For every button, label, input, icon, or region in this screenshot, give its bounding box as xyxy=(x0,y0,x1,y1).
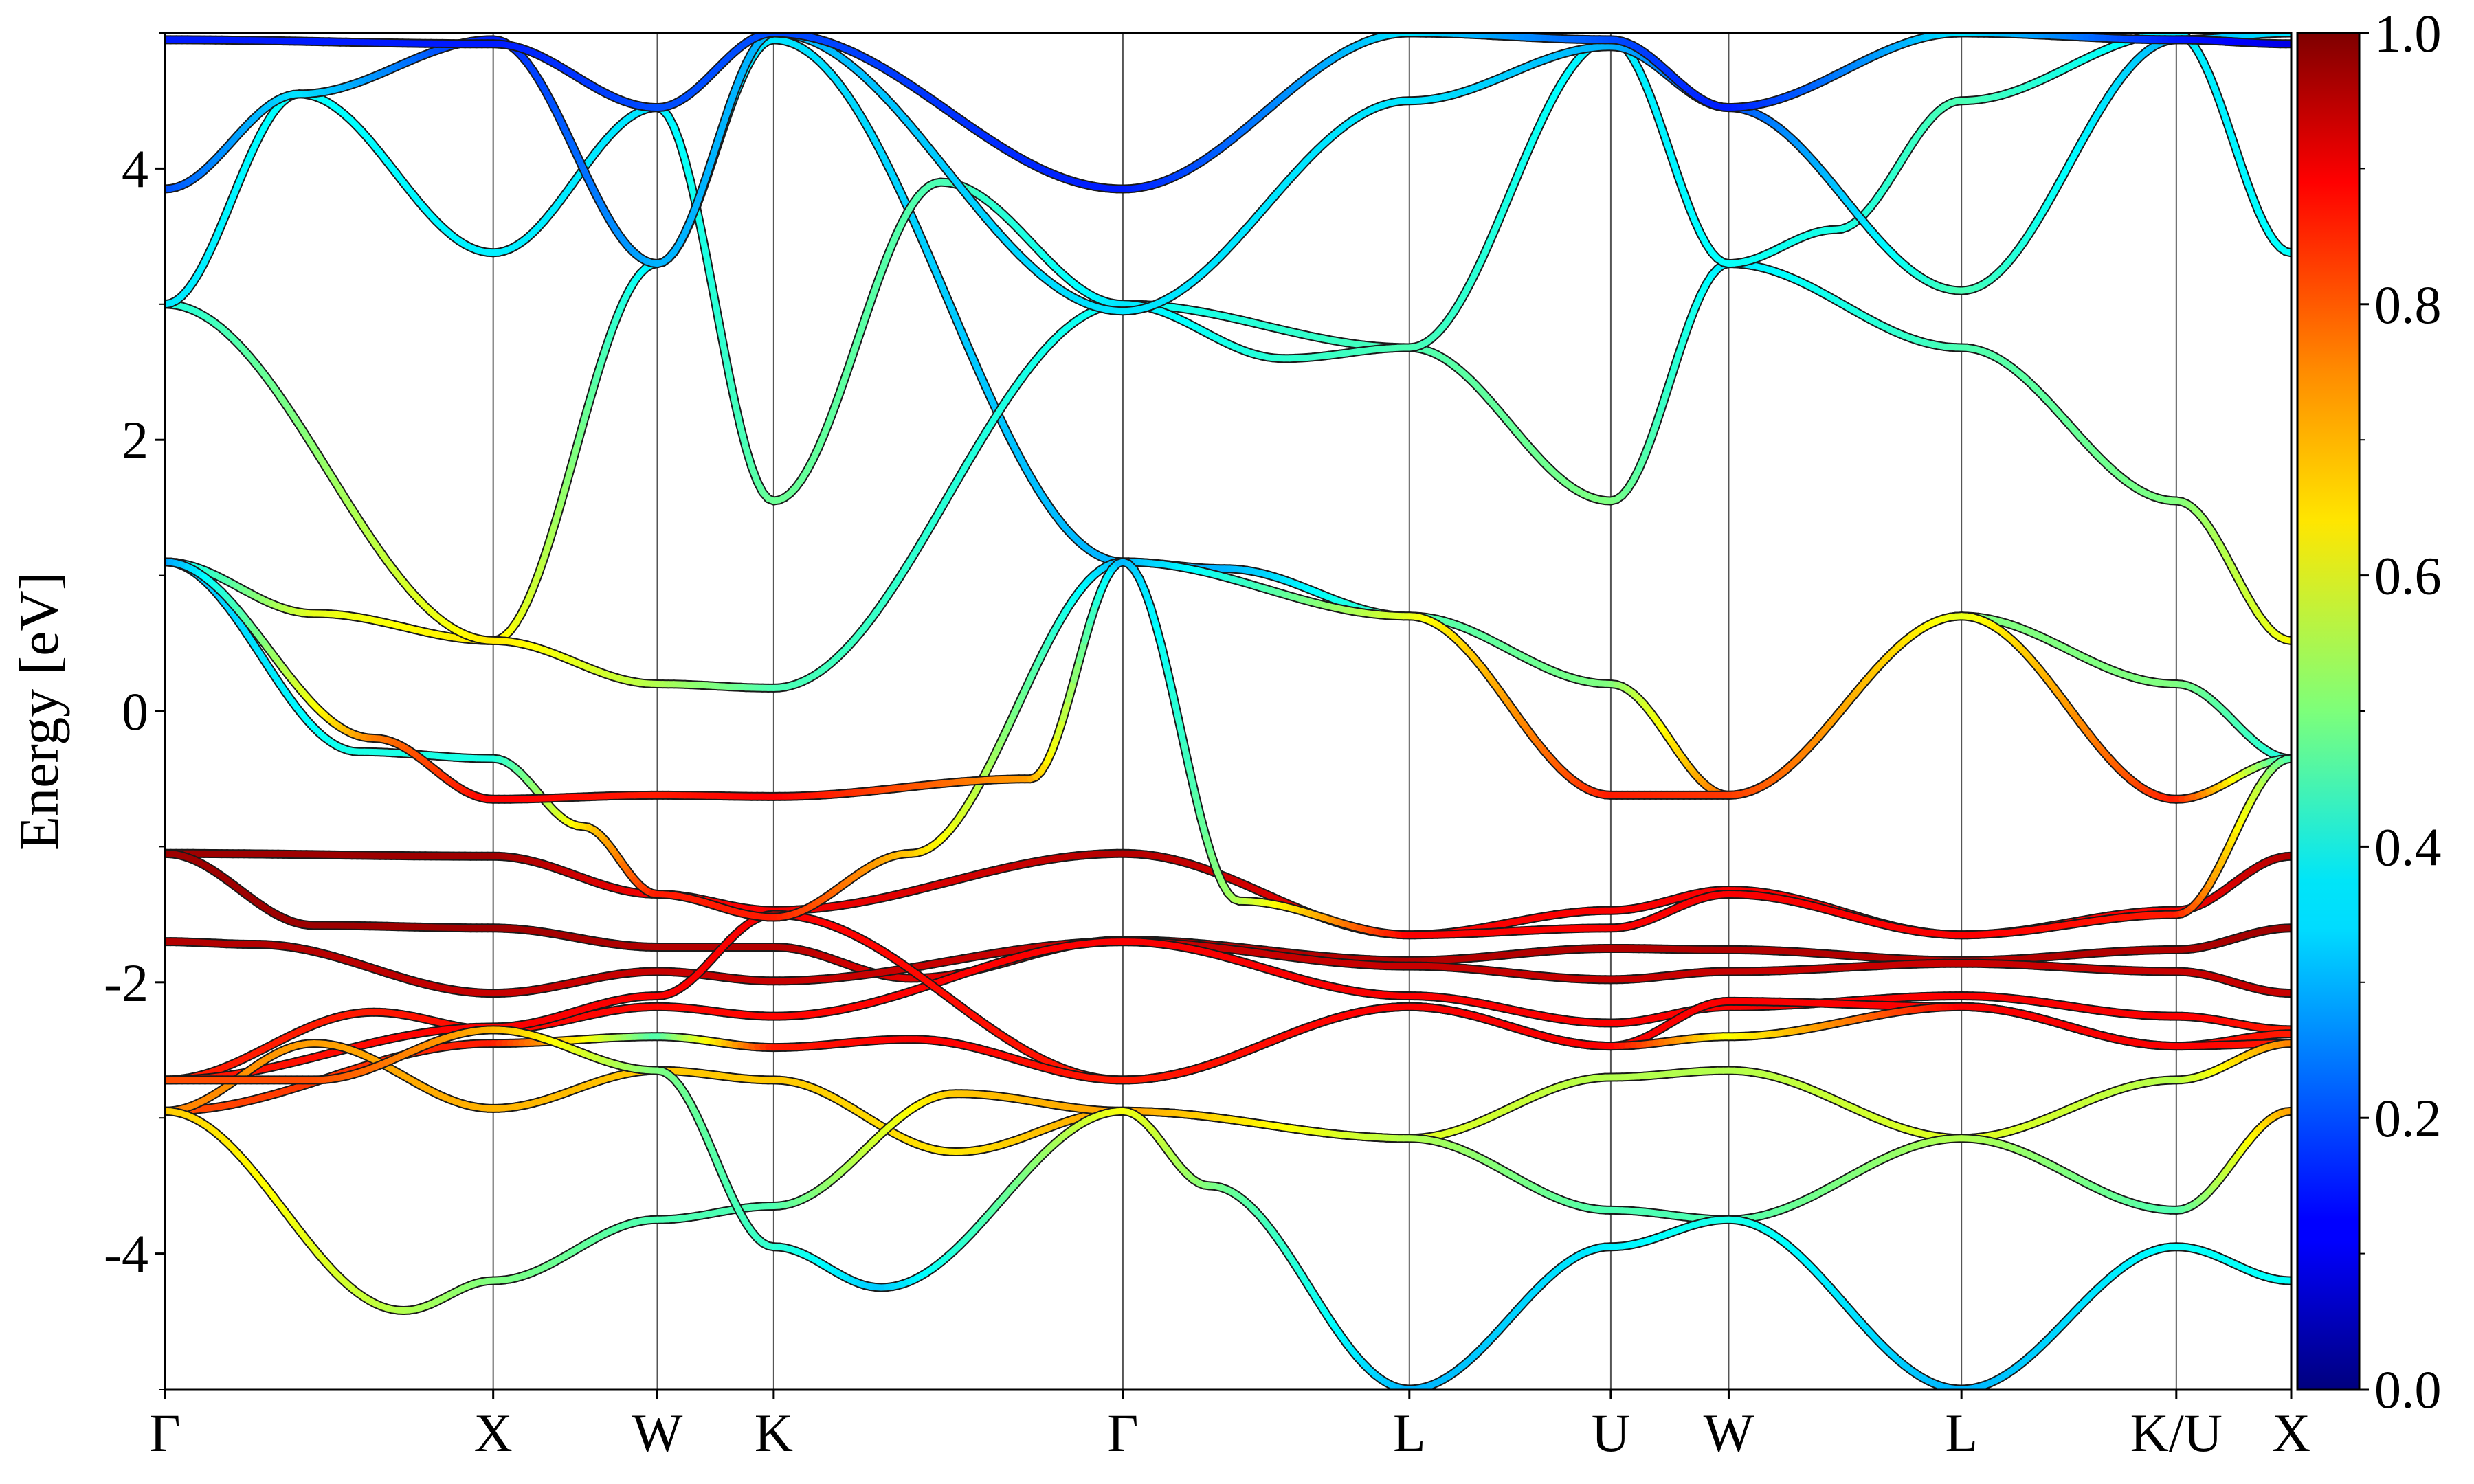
band-lines xyxy=(165,33,2291,1389)
band-6 xyxy=(165,1002,2291,1116)
band-3 xyxy=(165,937,2291,998)
high-symmetry-lines xyxy=(492,33,2177,1389)
